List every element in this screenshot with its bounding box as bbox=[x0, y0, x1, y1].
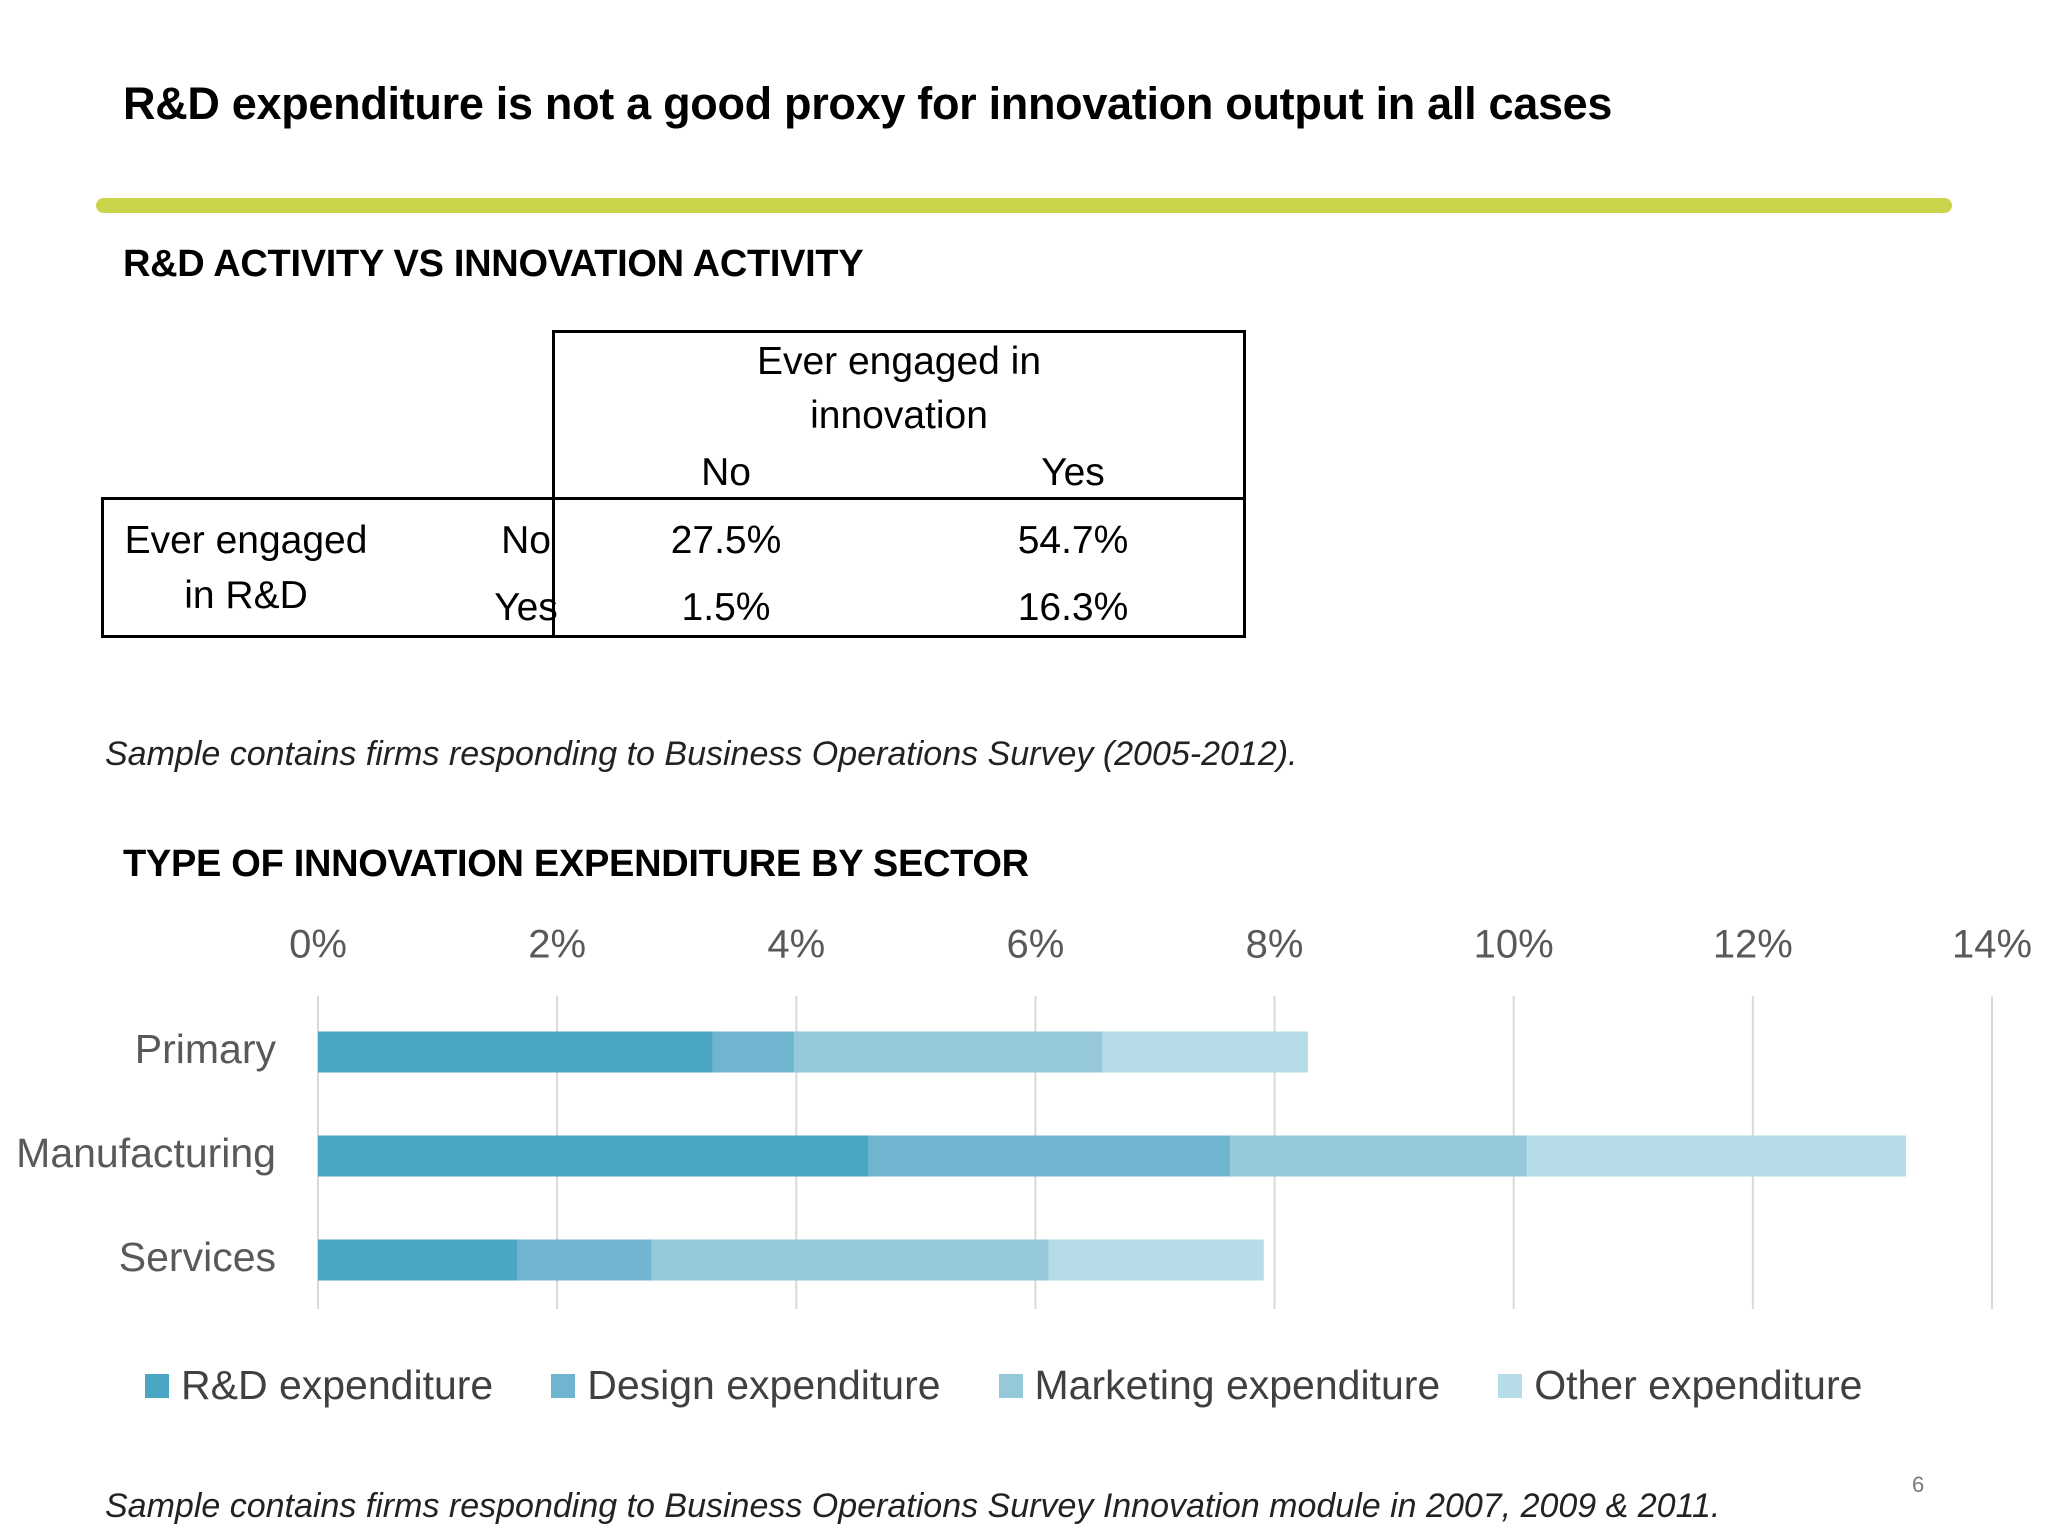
column-group-label-line1: Ever engaged in bbox=[756, 340, 1042, 383]
column-header-yes: Yes bbox=[1041, 451, 1105, 494]
bar-segment bbox=[868, 1135, 1231, 1177]
bar-segment bbox=[1230, 1135, 1527, 1177]
row-header-yes: Yes bbox=[494, 586, 558, 629]
x-tick-label: 6% bbox=[1007, 923, 1065, 967]
legend-swatch bbox=[1498, 1373, 1523, 1398]
legend-swatch bbox=[145, 1373, 169, 1398]
legend-item: Design expenditure bbox=[551, 1362, 941, 1409]
bar-segment bbox=[1048, 1239, 1264, 1281]
legend-label: Design expenditure bbox=[587, 1362, 941, 1408]
page-number: 6 bbox=[1912, 1472, 1925, 1497]
cell-rd-yes-innovation-no: 1.5% bbox=[681, 586, 771, 629]
bar-segment bbox=[318, 1239, 518, 1281]
category-label: Services bbox=[119, 1234, 276, 1280]
table-footnote: Sample contains firms responding to Busi… bbox=[105, 735, 1298, 773]
cell-rd-no-innovation-yes: 54.7% bbox=[1017, 519, 1129, 562]
crosstab-table: Ever engaged in innovation No Yes Ever e… bbox=[101, 330, 1246, 638]
x-tick-label: 0% bbox=[289, 923, 347, 967]
x-tick-label: 14% bbox=[1952, 923, 2032, 967]
x-tick-label: 12% bbox=[1713, 923, 1793, 967]
legend-swatch bbox=[551, 1373, 576, 1398]
bar-segment bbox=[651, 1239, 1049, 1281]
body-border bbox=[101, 497, 1246, 638]
column-group-label-line2: innovation bbox=[810, 394, 988, 437]
legend-label: R&D expenditure bbox=[181, 1362, 494, 1408]
category-label: Primary bbox=[135, 1026, 277, 1072]
x-tick-label: 4% bbox=[767, 923, 825, 967]
expenditure-bar-chart: 0% 2% 4% 6% 8% 10% 12% 14% Primary Manufacturing S… bbox=[16, 923, 2032, 1309]
cell-rd-yes-innovation-yes: 16.3% bbox=[1017, 586, 1129, 629]
bar-segment bbox=[318, 1031, 713, 1073]
row-group-label-line1: Ever engaged bbox=[124, 519, 368, 562]
legend-label: Marketing expenditure bbox=[1034, 1362, 1441, 1408]
cell-rd-no-innovation-no: 27.5% bbox=[670, 519, 782, 562]
category-label: Manufacturing bbox=[16, 1130, 276, 1176]
x-tick-label: 8% bbox=[1246, 923, 1304, 967]
bar-segment bbox=[793, 1031, 1103, 1073]
page-title: R&D expenditure is not a good proxy for … bbox=[123, 78, 1613, 129]
row-header-divider bbox=[552, 497, 555, 638]
chart-section-heading: TYPE OF INNOVATION EXPENDITURE BY SECTOR bbox=[123, 843, 1029, 885]
row-group-label-line2: in R&D bbox=[184, 574, 308, 617]
bar-segment bbox=[318, 1135, 869, 1177]
accent-divider bbox=[96, 198, 1952, 213]
chart-footnote: Sample contains firms responding to Busi… bbox=[105, 1487, 1721, 1525]
bar-segment bbox=[1526, 1135, 1906, 1177]
row-header-no: No bbox=[501, 519, 551, 562]
bar-segment bbox=[712, 1031, 794, 1073]
legend-item: R&D expenditure bbox=[145, 1362, 493, 1409]
column-header-no: No bbox=[701, 451, 751, 494]
chart-legend: R&D expenditure Design expenditure Marketi… bbox=[145, 1362, 1862, 1409]
bar-segment bbox=[517, 1239, 652, 1281]
bar-segment bbox=[1102, 1031, 1309, 1073]
legend-item: Marketing expenditure bbox=[998, 1362, 1441, 1409]
legend-swatch bbox=[998, 1373, 1023, 1398]
legend-item: Other expenditure bbox=[1498, 1362, 1862, 1409]
x-tick-label: 2% bbox=[528, 923, 586, 967]
table-section-heading: R&D ACTIVITY VS INNOVATION ACTIVITY bbox=[123, 243, 864, 285]
x-tick-label: 10% bbox=[1474, 923, 1554, 967]
legend-label: Other expenditure bbox=[1534, 1362, 1863, 1408]
